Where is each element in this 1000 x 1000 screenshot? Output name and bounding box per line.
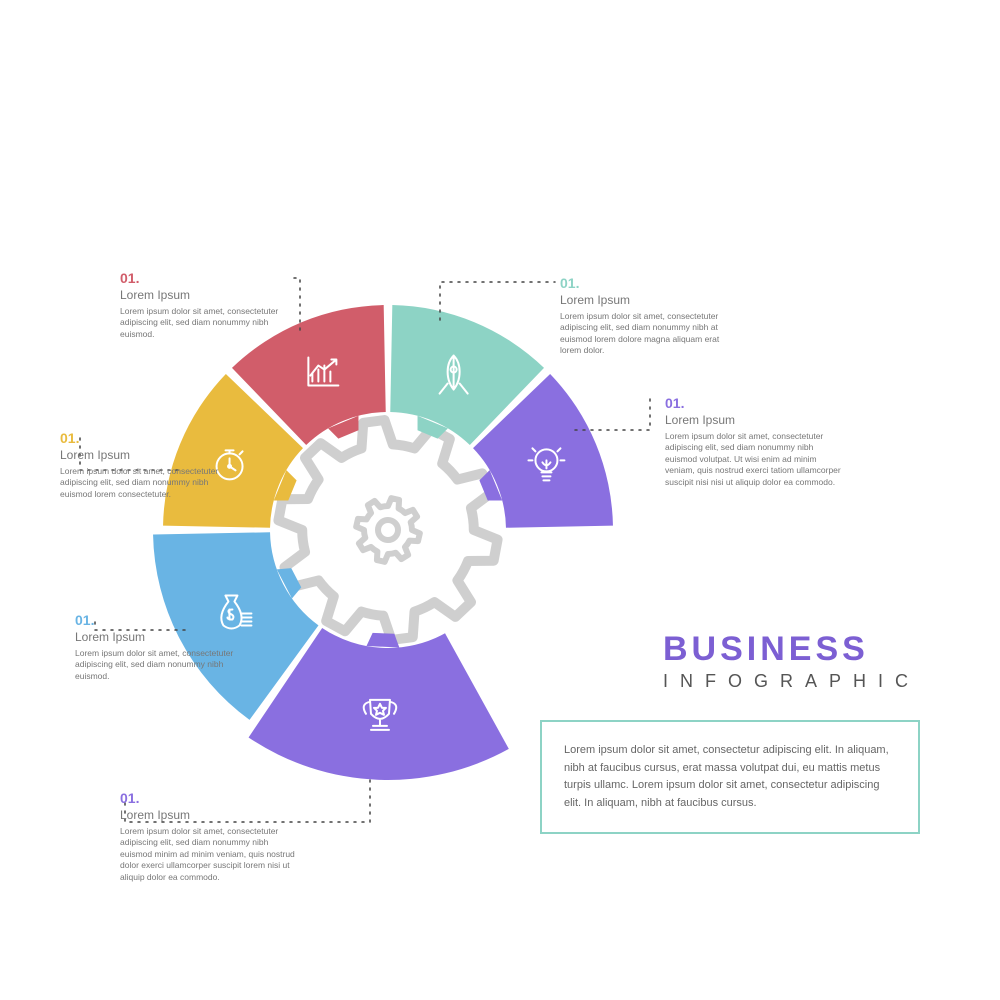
callout-heading: Lorem Ipsum [665, 413, 845, 427]
description-box: Lorem ipsum dolor sit amet, consectetur … [540, 720, 920, 834]
callout-body: Lorem ipsum dolor sit amet, consectetute… [665, 431, 845, 488]
callout-heading: Lorem Ipsum [75, 630, 255, 644]
callout-body: Lorem ipsum dolor sit amet, consectetute… [120, 306, 300, 340]
callout-body: Lorem ipsum dolor sit amet, consectetute… [120, 826, 300, 883]
callout-number: 01. [60, 430, 240, 446]
callout-heading: Lorem Ipsum [120, 808, 300, 822]
callout-number: 01. [560, 275, 740, 291]
callout-number: 01. [120, 790, 300, 806]
callout-6: 01. Lorem Ipsum Lorem ipsum dolor sit am… [120, 270, 300, 340]
callout-number: 01. [120, 270, 300, 286]
callout-heading: Lorem Ipsum [60, 448, 240, 462]
callout-body: Lorem ipsum dolor sit amet, consectetute… [560, 311, 740, 357]
connector [440, 282, 555, 320]
callout-body: Lorem ipsum dolor sit amet, consectetute… [60, 466, 240, 500]
infographic-canvas: BUSINESS INFOGRAPHIC Lorem ipsum dolor s… [0, 0, 1000, 1000]
callout-1: 01. Lorem Ipsum Lorem ipsum dolor sit am… [560, 275, 740, 357]
gear-outline [278, 420, 497, 640]
callout-body: Lorem ipsum dolor sit amet, consectetute… [75, 648, 255, 682]
gear-icon [356, 498, 420, 562]
callout-5: 01. Lorem Ipsum Lorem ipsum dolor sit am… [60, 430, 240, 500]
callout-2: 01. Lorem Ipsum Lorem ipsum dolor sit am… [665, 395, 845, 488]
title-block: BUSINESS INFOGRAPHIC [663, 630, 920, 692]
callout-4: 01. Lorem Ipsum Lorem ipsum dolor sit am… [75, 612, 255, 682]
callout-number: 01. [75, 612, 255, 628]
description-text: Lorem ipsum dolor sit amet, consectetur … [564, 744, 889, 809]
callout-heading: Lorem Ipsum [120, 288, 300, 302]
callout-3: 01. Lorem Ipsum Lorem ipsum dolor sit am… [120, 790, 300, 883]
callout-heading: Lorem Ipsum [560, 293, 740, 307]
title-sub: INFOGRAPHIC [663, 671, 920, 692]
title-main: BUSINESS [663, 630, 920, 669]
callout-number: 01. [665, 395, 845, 411]
